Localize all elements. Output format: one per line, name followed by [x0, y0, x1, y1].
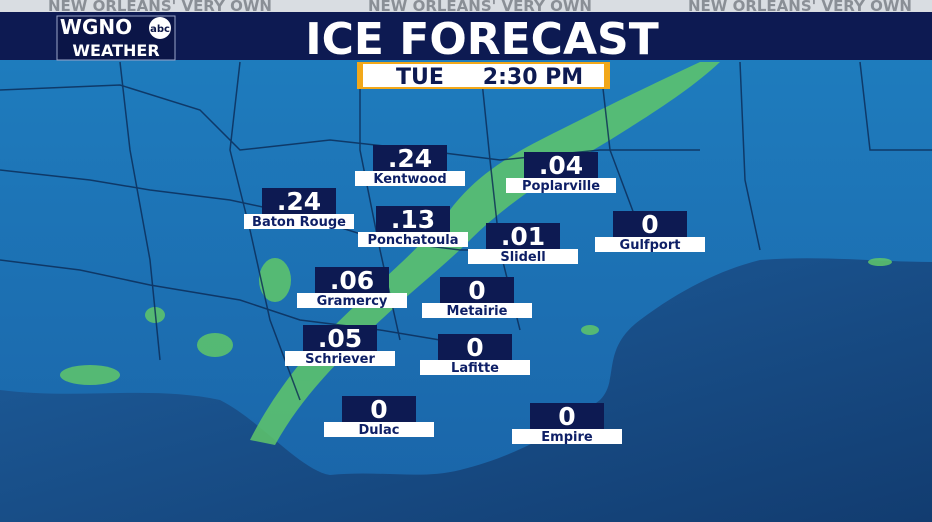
amount: .01 [501, 222, 545, 251]
amount: 0 [641, 210, 658, 239]
tagline-text: NEW ORLEANS' VERY OWN [368, 0, 592, 15]
name-box [285, 351, 395, 366]
title: ICE FORECAST [305, 14, 658, 65]
tagline: NEW ORLEANS' VERY OWN NEW ORLEANS' VERY O… [48, 0, 912, 15]
name-box [506, 178, 616, 193]
name-box [512, 429, 622, 444]
name-box [355, 171, 465, 186]
amount: .13 [391, 205, 435, 234]
city-name: Schriever [305, 352, 375, 367]
amount-box [303, 325, 377, 351]
amount-box [440, 277, 514, 303]
city-name: Poplarville [522, 179, 600, 194]
name-box [595, 237, 705, 252]
time-box [363, 64, 604, 87]
amount: .24 [388, 144, 432, 173]
amount: .04 [539, 151, 583, 180]
map-water [0, 258, 932, 522]
amount-box [342, 396, 416, 422]
logo-station: WGNO [60, 15, 132, 39]
city-name: Slidell [500, 250, 545, 265]
city-name: Metairie [447, 304, 508, 319]
amount-box [376, 206, 450, 232]
amount-box [438, 334, 512, 360]
name-box [324, 422, 434, 437]
amount: 0 [558, 402, 575, 431]
logo-sub: WEATHER [72, 41, 159, 60]
logo-network: abc [150, 24, 170, 35]
amount: .24 [277, 187, 321, 216]
time-day: TUE [396, 65, 444, 90]
city-name: Dulac [359, 423, 400, 438]
name-box [297, 293, 407, 308]
tagline-text: NEW ORLEANS' VERY OWN [688, 0, 912, 15]
amount-box [315, 267, 389, 293]
name-box [358, 232, 468, 247]
amount-box [524, 152, 598, 178]
amount-box [530, 403, 604, 429]
name-box [420, 360, 530, 375]
name-box [244, 214, 354, 229]
amount: 0 [370, 395, 387, 424]
city-name: Gulfport [620, 238, 681, 253]
amount: .05 [318, 324, 362, 353]
amount-box [262, 188, 336, 214]
city-name: Lafitte [451, 361, 499, 376]
city-name: Empire [541, 430, 593, 445]
name-box [422, 303, 532, 318]
amount: .06 [330, 266, 374, 295]
name-box [468, 249, 578, 264]
amount: 0 [466, 333, 483, 362]
ice-swath [60, 62, 892, 445]
city-name: Baton Rouge [252, 215, 346, 230]
amount-box [613, 211, 687, 237]
amount: 0 [468, 276, 485, 305]
tagline-strip [0, 0, 932, 12]
amount-box [486, 223, 560, 249]
city-name: Kentwood [373, 172, 446, 187]
logo-circle [149, 17, 171, 39]
tagline-text: NEW ORLEANS' VERY OWN [48, 0, 272, 15]
city-name: Ponchatoula [367, 233, 458, 248]
city-name: Gramercy [317, 294, 388, 309]
time-clock: 2:30 PM [483, 65, 583, 90]
amount-box [373, 145, 447, 171]
